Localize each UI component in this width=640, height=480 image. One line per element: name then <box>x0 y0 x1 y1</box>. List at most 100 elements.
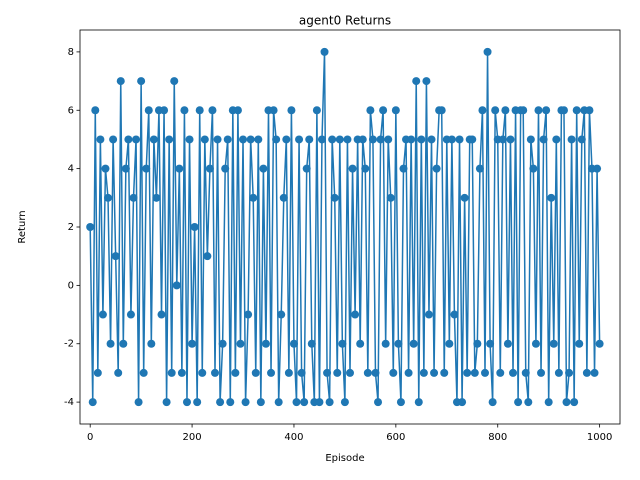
point <box>116 77 125 86</box>
point <box>399 164 408 173</box>
point <box>282 135 291 144</box>
point <box>542 106 551 115</box>
point <box>315 398 324 407</box>
point <box>478 106 487 115</box>
point <box>481 368 489 377</box>
point <box>595 339 604 348</box>
point <box>160 106 169 115</box>
point <box>384 135 393 144</box>
point <box>343 135 352 144</box>
point <box>572 106 581 115</box>
point <box>440 368 449 377</box>
point <box>167 368 176 377</box>
point <box>340 398 349 407</box>
point <box>149 135 158 144</box>
point <box>96 135 105 144</box>
point <box>119 339 128 348</box>
point <box>208 106 217 115</box>
point <box>147 339 156 348</box>
point <box>142 164 151 173</box>
point <box>567 135 576 144</box>
point <box>246 135 255 144</box>
point <box>185 135 194 144</box>
point <box>537 368 546 377</box>
point <box>348 164 357 173</box>
point <box>351 310 360 319</box>
point <box>98 310 107 319</box>
point <box>593 164 602 173</box>
point <box>346 368 354 377</box>
point <box>570 398 579 407</box>
point <box>529 164 538 173</box>
point <box>559 106 568 115</box>
point <box>254 135 263 144</box>
point <box>287 106 296 115</box>
point <box>391 106 400 115</box>
point <box>526 135 535 144</box>
point <box>361 164 370 173</box>
point <box>241 398 250 407</box>
x-axis-label: Episode <box>325 453 364 464</box>
point <box>335 135 344 144</box>
point <box>539 135 548 144</box>
point <box>407 135 416 144</box>
point <box>249 193 258 202</box>
point <box>585 106 594 115</box>
y-tick-label: -2 <box>64 339 74 350</box>
point <box>460 193 469 202</box>
point <box>157 310 166 319</box>
x-tick-label: 1000 <box>587 432 612 443</box>
point <box>126 310 135 319</box>
point <box>180 106 189 115</box>
point <box>450 310 459 319</box>
point <box>231 368 240 377</box>
point <box>175 164 184 173</box>
point <box>483 47 492 56</box>
point <box>190 223 199 231</box>
point <box>328 135 337 144</box>
point <box>200 135 209 144</box>
point <box>455 135 464 144</box>
point <box>437 106 446 115</box>
point <box>213 135 222 144</box>
point <box>292 398 301 407</box>
point <box>414 398 423 407</box>
point <box>101 164 110 173</box>
point <box>88 398 97 407</box>
point <box>447 135 456 144</box>
point <box>226 398 235 407</box>
point <box>549 339 558 348</box>
point <box>498 135 507 144</box>
point <box>152 193 161 202</box>
point <box>111 252 120 261</box>
point <box>582 368 591 377</box>
point <box>430 368 439 377</box>
point <box>486 339 495 348</box>
point <box>333 368 342 377</box>
point <box>312 106 321 115</box>
point <box>218 339 227 348</box>
point <box>277 310 286 319</box>
point <box>366 106 375 115</box>
point <box>419 368 428 377</box>
point <box>272 135 281 144</box>
point <box>503 339 512 348</box>
point <box>475 164 484 173</box>
point <box>223 135 232 144</box>
point <box>104 193 113 202</box>
point <box>470 368 479 377</box>
point <box>289 339 298 348</box>
point <box>302 164 311 173</box>
point <box>317 135 326 144</box>
point <box>170 77 179 86</box>
point <box>124 135 133 144</box>
point <box>491 106 500 115</box>
chart-title: agent0 Returns <box>299 14 391 28</box>
point <box>554 368 563 377</box>
point <box>91 106 100 115</box>
point <box>236 339 245 348</box>
point <box>509 368 518 377</box>
point <box>307 339 316 348</box>
point <box>139 368 148 377</box>
